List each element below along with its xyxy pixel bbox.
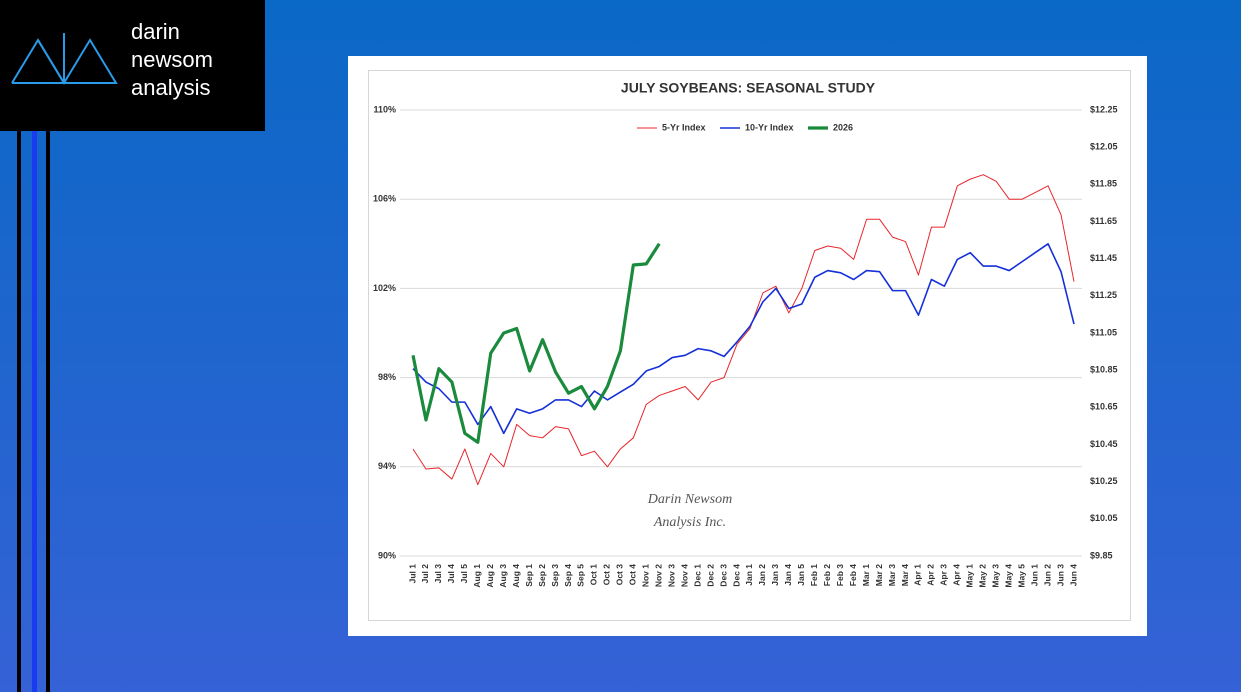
x-tick-label: Nov 1	[641, 564, 651, 587]
legend-label: 2026	[833, 122, 853, 132]
x-tick-label: Apr 3	[939, 564, 949, 586]
y2-tick-label: $10.45	[1090, 439, 1118, 449]
x-tick-label: Apr 4	[952, 564, 962, 586]
x-tick-label: Jul 5	[459, 564, 469, 584]
x-tick-label: Oct 3	[615, 564, 625, 586]
x-tick-label: Mar 4	[900, 564, 910, 586]
x-tick-label: Dec 4	[731, 564, 741, 587]
x-tick-label: Feb 4	[848, 564, 858, 586]
legend-label: 10-Yr Index	[745, 122, 794, 132]
x-tick-label: Nov 2	[654, 564, 664, 587]
x-tick-label: Jul 4	[446, 564, 456, 584]
x-tick-label: Aug 2	[485, 564, 495, 588]
x-tick-label: Sep 5	[576, 564, 586, 587]
x-tick-label: Jan 5	[796, 564, 806, 586]
x-tick-label: Aug 4	[511, 564, 521, 588]
y-tick-label: 90%	[378, 550, 396, 560]
x-tick-label: May 2	[978, 564, 988, 588]
x-tick-label: Dec 3	[718, 564, 728, 587]
x-tick-label: Jun 3	[1055, 564, 1065, 586]
stripe	[17, 131, 21, 692]
x-tick-label: Mar 2	[874, 564, 884, 586]
series-line	[412, 174, 1075, 486]
x-tick-label: Jan 4	[783, 564, 793, 586]
stripe	[32, 131, 37, 692]
x-tick-label: Jan 2	[757, 564, 767, 586]
series-line	[412, 243, 1075, 435]
chart-title: JULY SOYBEANS: SEASONAL STUDY	[621, 80, 876, 96]
x-tick-label: Aug 3	[498, 564, 508, 588]
x-tick-label: Jul 3	[433, 564, 443, 584]
x-tick-label: Jan 3	[770, 564, 780, 586]
stripe	[46, 131, 50, 692]
y2-tick-label: $11.45	[1090, 253, 1117, 263]
x-tick-label: Jun 1	[1029, 564, 1039, 586]
y2-tick-label: $9.85	[1090, 550, 1113, 560]
watermark: Darin Newsom	[647, 492, 732, 507]
x-tick-label: Dec 1	[692, 564, 702, 587]
x-tick-label: May 1	[965, 564, 975, 588]
x-tick-label: May 3	[990, 564, 1000, 588]
x-tick-label: Jul 1	[407, 564, 417, 584]
logo-text: analysis	[131, 75, 210, 100]
x-tick-label: Oct 4	[628, 564, 638, 586]
x-tick-label: Mar 1	[861, 564, 871, 586]
x-tick-label: Sep 4	[563, 564, 573, 587]
x-tick-label: Jun 4	[1068, 564, 1078, 586]
x-tick-label: Aug 1	[472, 564, 482, 588]
x-tick-label: Mar 3	[887, 564, 897, 586]
watermark: Analysis Inc.	[653, 515, 726, 530]
chart-panel	[348, 56, 1147, 636]
y2-tick-label: $12.25	[1090, 104, 1118, 114]
x-tick-label: Sep 1	[524, 564, 534, 587]
y-tick-label: 110%	[373, 104, 396, 114]
y-tick-label: 106%	[373, 194, 396, 204]
x-tick-label: Oct 2	[602, 564, 612, 586]
x-tick-label: May 4	[1003, 564, 1013, 588]
x-tick-label: Feb 2	[822, 564, 832, 586]
y2-tick-label: $11.65	[1090, 216, 1117, 226]
x-tick-label: Nov 3	[666, 564, 676, 587]
y2-tick-label: $11.85	[1090, 179, 1117, 189]
y-tick-label: 94%	[378, 461, 396, 471]
x-tick-label: Apr 1	[913, 564, 923, 586]
x-tick-label: Nov 4	[679, 564, 689, 587]
x-tick-label: Sep 3	[550, 564, 560, 587]
y2-tick-label: $11.25	[1090, 290, 1117, 300]
y2-tick-label: $12.05	[1090, 142, 1118, 152]
x-tick-label: May 5	[1016, 564, 1026, 588]
x-tick-label: Dec 2	[705, 564, 715, 587]
x-tick-label: Feb 3	[835, 564, 845, 586]
x-tick-label: Apr 2	[926, 564, 936, 586]
x-tick-label: Feb 1	[809, 564, 819, 586]
y-tick-label: 102%	[373, 283, 396, 293]
y2-tick-label: $10.65	[1090, 402, 1118, 412]
logo-text: darin	[131, 19, 180, 44]
logo-text: newsom	[131, 47, 213, 72]
y2-tick-label: $11.05	[1090, 327, 1117, 337]
chart-frame	[368, 70, 1131, 621]
legend-label: 5-Yr Index	[662, 122, 706, 132]
series-line	[411, 242, 661, 444]
y2-tick-label: $10.05	[1090, 513, 1118, 523]
y-tick-label: 98%	[378, 372, 396, 382]
x-tick-label: Jun 2	[1042, 564, 1052, 586]
logo-icon	[11, 33, 118, 85]
x-tick-label: Sep 2	[537, 564, 547, 587]
x-tick-label: Oct 1	[589, 564, 599, 586]
logo-box	[0, 0, 265, 131]
x-tick-label: Jul 2	[420, 564, 430, 584]
y2-tick-label: $10.85	[1090, 365, 1118, 375]
x-tick-label: Jan 1	[744, 564, 754, 586]
y2-tick-label: $10.25	[1090, 476, 1118, 486]
